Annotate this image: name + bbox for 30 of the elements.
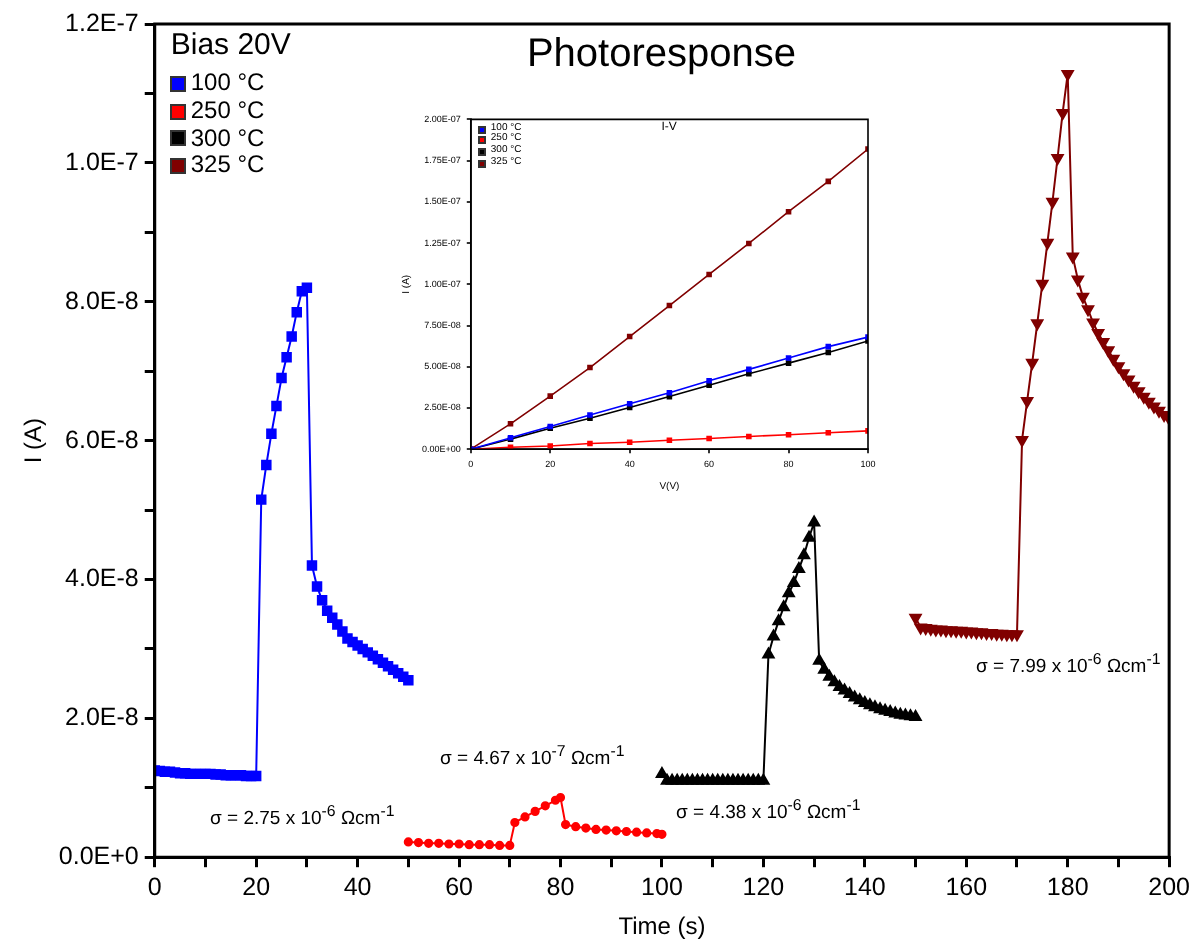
y-axis-title: I (A) bbox=[19, 417, 48, 464]
annotation: σ = 4.67 x 10$^{-7}$ Ωcm$^{-1}$ bbox=[440, 742, 625, 773]
x-tick-label: 20 bbox=[242, 873, 271, 902]
x-tick-label: 180 bbox=[1046, 873, 1089, 902]
y-tick-label: 6.0E-8 bbox=[65, 425, 139, 454]
legend-label: 300 °C bbox=[190, 123, 265, 153]
y-tick-label: 1.0E-7 bbox=[65, 147, 139, 176]
x-tick-label: 160 bbox=[945, 873, 988, 902]
annotation: σ = 7.99 x 10$^{-6}$ Ωcm$^{-1}$ bbox=[976, 650, 1161, 681]
annotation: σ = 2.75 x 10$^{-6}$ Ωcm$^{-1}$ bbox=[210, 802, 395, 833]
x-tick-label: 0 bbox=[147, 873, 162, 902]
y-tick-label: 4.0E-8 bbox=[65, 564, 139, 593]
x-tick-label: 80 bbox=[546, 873, 575, 902]
y-tick-label: 0.0E+0 bbox=[58, 842, 139, 871]
legend-label: 250 °C bbox=[190, 95, 265, 126]
x-axis-title: Time (s) bbox=[618, 912, 706, 941]
x-tick-label: 100 bbox=[641, 873, 683, 902]
chart-title: Photoresponse bbox=[526, 32, 797, 78]
y-tick-label: 1.2E-7 bbox=[65, 8, 139, 37]
x-tick-label: 60 bbox=[445, 873, 474, 902]
legend-label: 100 °C bbox=[190, 68, 265, 98]
annotation: σ = 4.38 x 10$^{-6}$ Ωcm$^{-1}$ bbox=[676, 796, 861, 827]
x-tick-label: 40 bbox=[343, 873, 372, 902]
x-tick-label: 140 bbox=[843, 873, 886, 902]
y-tick-label: 8.0E-8 bbox=[65, 286, 139, 315]
x-tick-label: 200 bbox=[1148, 873, 1191, 902]
legend-label: 325 °C bbox=[190, 150, 265, 181]
y-tick-label: 2.0E-8 bbox=[65, 703, 139, 732]
x-tick-label: 120 bbox=[742, 873, 785, 902]
annotation: Bias 20V bbox=[170, 28, 291, 63]
